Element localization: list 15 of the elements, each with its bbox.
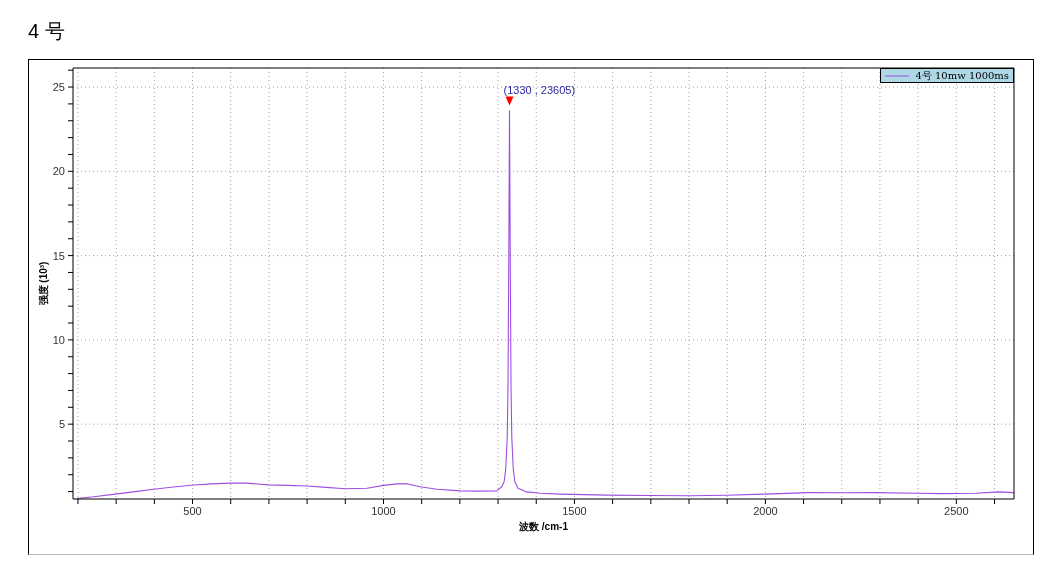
legend-label: 4号 10mw 1000ms [915,69,1009,82]
y-tick-label: 10 [52,333,65,346]
x-tick-label: 2500 [944,504,969,517]
x-tick-label: 1500 [562,504,587,517]
x-tick-label: 2000 [753,504,778,517]
x-axis-title: 波数 /cm-1 [518,520,569,532]
y-tick-label: 20 [52,165,65,178]
y-tick-label: 5 [58,418,65,431]
annotation: (1330 , 23605) [503,83,576,96]
y-axis-title: 强度 (10³) [37,261,49,306]
chart-title: 4 号 [28,19,65,44]
y-tick-label: 25 [52,80,65,93]
y-tick-label: 15 [52,249,65,262]
x-tick-label: 500 [183,504,202,517]
x-tick-label: 1000 [371,504,396,517]
